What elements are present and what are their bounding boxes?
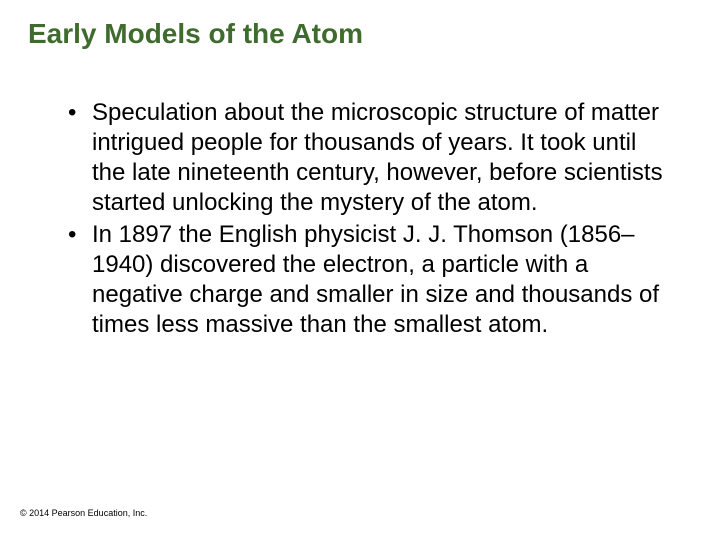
slide-title: Early Models of the Atom: [28, 18, 692, 50]
bullet-text: In 1897 the English physicist J. J. Thom…: [92, 220, 672, 340]
bullet-marker: •: [68, 220, 92, 250]
bullet-text: Speculation about the microscopic struct…: [92, 98, 672, 218]
slide: Early Models of the Atom • Speculation a…: [0, 0, 720, 540]
bullet-item: • In 1897 the English physicist J. J. Th…: [68, 220, 672, 340]
bullet-marker: •: [68, 98, 92, 128]
slide-content: • Speculation about the microscopic stru…: [28, 98, 692, 340]
copyright-footer: © 2014 Pearson Education, Inc.: [20, 508, 147, 518]
bullet-item: • Speculation about the microscopic stru…: [68, 98, 672, 218]
